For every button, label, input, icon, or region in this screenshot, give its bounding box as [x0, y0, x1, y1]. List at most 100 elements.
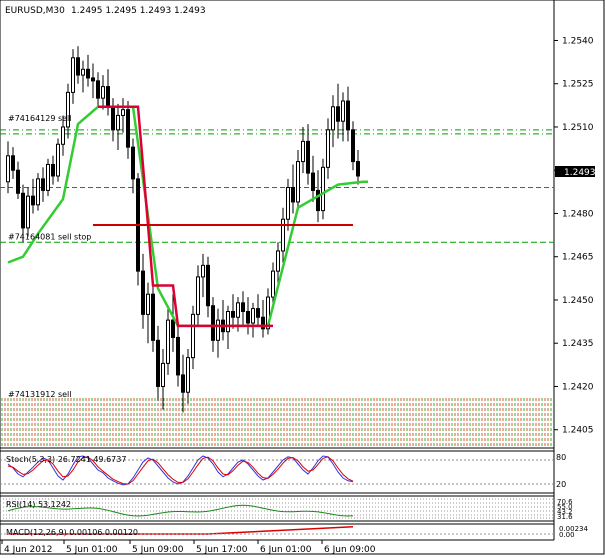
- candle: [166, 308, 170, 375]
- candle-body: [216, 319, 220, 341]
- candle-body: [11, 155, 15, 171]
- time-tick-label: 6 Jun 01:00: [260, 545, 312, 555]
- price-tick-label: 1.2465: [562, 253, 594, 263]
- candle: [26, 187, 30, 237]
- price-tick-label: 1.2435: [562, 339, 594, 349]
- price-tick-label: 1.2525: [562, 80, 594, 90]
- time-tick-label: 5 Jun 17:00: [196, 545, 248, 555]
- candle-body: [301, 140, 305, 163]
- candle: [186, 348, 190, 404]
- candle: [21, 184, 25, 243]
- candle: [41, 167, 45, 202]
- candle: [16, 161, 20, 200]
- candle: [326, 118, 330, 179]
- stoch-axis-20: 20: [556, 480, 566, 489]
- rsi-label: RSI(14) 53.1242: [6, 500, 71, 509]
- candle: [311, 155, 315, 202]
- rsi-panel: [0, 498, 554, 519]
- candle-body: [261, 316, 265, 330]
- candle-body: [346, 100, 350, 131]
- candle: [136, 173, 140, 286]
- order-lines: [0, 129, 554, 243]
- trailing-stop-overlay: [7, 105, 368, 328]
- candle-body: [76, 57, 80, 76]
- candle-body: [41, 178, 45, 191]
- candle-body: [226, 310, 230, 333]
- candle-body: [271, 270, 275, 298]
- candle: [191, 305, 195, 370]
- candle: [131, 138, 135, 194]
- candle-body: [21, 192, 25, 229]
- price-tick-label: 1.2450: [562, 296, 594, 306]
- candle-body: [176, 336, 180, 376]
- candle: [116, 103, 120, 151]
- candle-body: [256, 308, 260, 318]
- candle-body: [186, 357, 190, 393]
- rsi-axis-4: 31.6: [557, 513, 573, 521]
- candle-body: [56, 143, 60, 177]
- candle: [296, 150, 300, 211]
- macd-label: MACD(12,26,9) 0.00106 0.00120: [6, 528, 138, 537]
- candle-body: [81, 68, 85, 76]
- candle-body: [311, 172, 315, 191]
- candle-body: [351, 129, 355, 163]
- candle: [96, 72, 100, 107]
- candle: [341, 92, 345, 142]
- candle: [201, 253, 205, 298]
- candle-body: [91, 77, 95, 82]
- current-price-value: 1.2493: [564, 168, 596, 178]
- order-label-sell: #74164129 sell: [8, 114, 72, 123]
- candle-body: [276, 250, 280, 272]
- stoch-main-line: [7, 455, 354, 486]
- ohlc-values: 1.2495 1.2495 1.2493 1.2493: [71, 6, 206, 16]
- candle: [91, 63, 95, 99]
- candle-body: [141, 270, 145, 315]
- candle-body: [171, 319, 175, 338]
- rsi-axis-2: 55.0: [557, 503, 573, 511]
- candle-body: [291, 187, 295, 203]
- candle-body: [306, 140, 310, 174]
- candle: [171, 294, 175, 352]
- candle-body: [286, 187, 290, 220]
- candle: [11, 147, 15, 179]
- time-tick-label: 5 Jun 01:00: [66, 545, 118, 555]
- order-history-bars: [1, 397, 552, 447]
- time-tick-label: 6 Jun 09:00: [324, 545, 376, 555]
- candle: [211, 297, 215, 352]
- candle-body: [341, 100, 345, 122]
- price-tick-label: 1.2540: [562, 36, 594, 46]
- candle: [6, 141, 10, 194]
- candle-body: [191, 313, 195, 359]
- macd-panel: [0, 526, 554, 535]
- stoch-signal-line: [7, 456, 354, 485]
- candle: [71, 49, 75, 104]
- time-axis: 4 Jun 2012 5 Jun 01:00 5 Jun 09:00 5 Jun 17…: [1, 540, 376, 555]
- rsi-axis-1: 70.6: [557, 498, 573, 506]
- candle: [161, 348, 165, 410]
- candle: [281, 207, 285, 263]
- time-tick-label: 5 Jun 09:00: [132, 545, 184, 555]
- candle: [286, 178, 290, 231]
- price-tick-label: 1.2420: [562, 382, 594, 392]
- candle-body: [281, 218, 285, 252]
- candle: [206, 256, 210, 318]
- candle-body: [241, 302, 245, 312]
- candle-body: [231, 310, 235, 318]
- candle-body: [51, 163, 55, 177]
- candle-body: [111, 106, 115, 131]
- candle: [36, 173, 40, 211]
- candle: [56, 138, 60, 182]
- candle: [226, 305, 230, 349]
- candle-body: [116, 114, 120, 131]
- symbol-label: EURUSD,M30: [5, 6, 65, 16]
- candle-body: [236, 302, 240, 318]
- candle: [306, 124, 310, 185]
- stoch-axis-80: 80: [556, 453, 566, 462]
- candle: [251, 302, 255, 338]
- candle-body: [131, 146, 135, 180]
- candle: [276, 242, 280, 286]
- candle-body: [31, 195, 35, 206]
